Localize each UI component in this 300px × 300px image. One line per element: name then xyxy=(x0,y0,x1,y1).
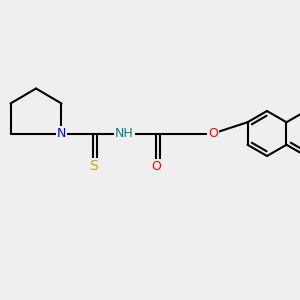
Text: O: O xyxy=(151,160,161,173)
Text: S: S xyxy=(88,160,98,173)
Text: N: N xyxy=(57,127,66,140)
Text: NH: NH xyxy=(115,127,134,140)
Text: O: O xyxy=(208,127,218,140)
